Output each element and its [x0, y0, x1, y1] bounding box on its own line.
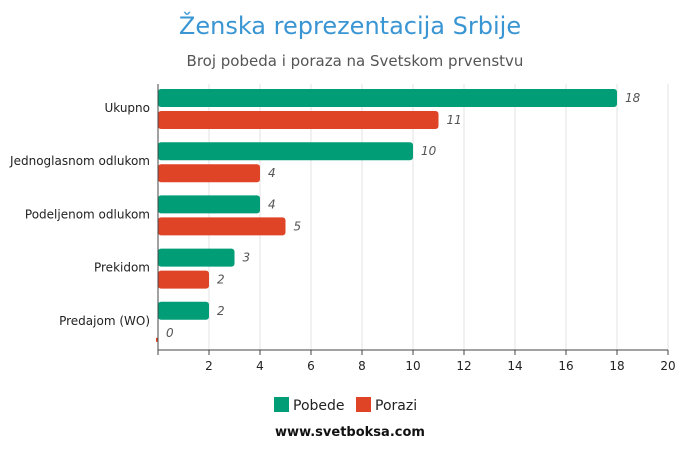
x-tick-label: 4: [256, 359, 264, 373]
chart-subtitle: Broj pobeda i poraza na Svetskom prvenst…: [187, 52, 524, 70]
data-label: 5: [294, 219, 302, 233]
category-label: Predajom (WO): [59, 314, 150, 328]
bar-pobede[interactable]: [158, 195, 260, 214]
legend[interactable]: Pobede Porazi: [274, 397, 417, 414]
data-label: 10: [421, 144, 437, 158]
x-axis: 2 4 6 8 10 12 14 16 18 20: [157, 84, 676, 373]
legend-label-pobede[interactable]: Pobede: [293, 398, 345, 414]
bar-porazi[interactable]: [158, 111, 439, 129]
bars: [156, 89, 617, 342]
category-label: Ukupno: [104, 101, 150, 115]
bar-pobede[interactable]: [158, 301, 209, 320]
data-label: 4: [268, 166, 276, 180]
legend-swatch-porazi[interactable]: [356, 397, 371, 412]
x-tick-label: 18: [609, 359, 624, 373]
legend-label-porazi[interactable]: Porazi: [375, 398, 417, 414]
x-tick-label: 8: [358, 359, 366, 373]
category-label: Podeljenom odlukom: [25, 207, 150, 221]
category-label: Prekidom: [94, 261, 150, 275]
data-label: 2: [217, 304, 225, 318]
data-label: 4: [268, 197, 276, 211]
x-tick-label: 10: [405, 359, 420, 373]
data-label: 3: [243, 251, 251, 265]
x-tick-label: 16: [558, 359, 573, 373]
x-tick-label: 14: [507, 359, 522, 373]
x-tick-label: 20: [660, 359, 675, 373]
bar-pobede[interactable]: [158, 142, 413, 161]
bar-pobede[interactable]: [158, 248, 235, 267]
x-tick-label: 2: [205, 359, 213, 373]
data-label: 0: [166, 326, 174, 340]
data-label: 18: [625, 91, 641, 105]
labels: Ukupno 18 11 Jednoglasnom odlukom 10 4 Podelje…: [9, 91, 641, 340]
legend-swatch-pobede[interactable]: [274, 397, 289, 412]
bar-porazi[interactable]: [158, 164, 260, 183]
bar-pobede[interactable]: [158, 89, 617, 107]
source-credit: www.svetboksa.com: [275, 425, 425, 440]
category-label: Jednoglasnom odlukom: [9, 154, 150, 168]
bar-porazi[interactable]: [158, 217, 286, 236]
bar-porazi[interactable]: [158, 270, 209, 289]
x-tick-label: 6: [307, 359, 315, 373]
data-label: 2: [217, 273, 225, 287]
data-label: 11: [447, 113, 462, 127]
chart-title: Ženska reprezentacija Srbije: [179, 11, 521, 40]
x-tick-label: 12: [456, 359, 471, 373]
